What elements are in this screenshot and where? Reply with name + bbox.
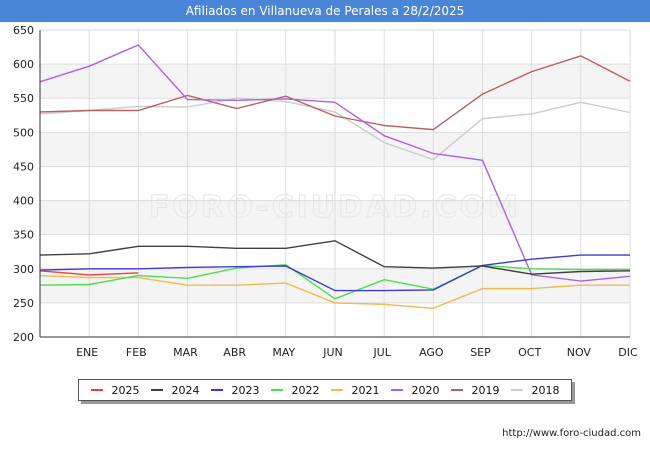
legend-item-2022: 2022	[270, 383, 320, 397]
y-tick-label: 500	[13, 126, 34, 139]
legend-swatch	[270, 389, 283, 391]
x-tick-label: OCT	[518, 346, 541, 359]
series-line-2021	[39, 274, 630, 310]
legend-item-2021: 2021	[330, 383, 380, 397]
legend-item-2025: 2025	[90, 383, 140, 397]
y-tick-label: 600	[13, 58, 34, 71]
legend-swatch	[150, 389, 163, 391]
y-tick-label: 550	[13, 92, 34, 105]
legend-item-2023: 2023	[210, 383, 260, 397]
series-line-2018	[39, 97, 631, 161]
source-url: http://www.foro-ciudad.com	[502, 428, 641, 439]
chart-title: Afiliados en Villanueva de Perales a 28/…	[0, 0, 650, 22]
legend-label: 2020	[411, 383, 440, 397]
legend-item-2018: 2018	[510, 383, 560, 397]
y-tick-label: 450	[13, 160, 34, 173]
y-tick-label: 350	[13, 229, 34, 242]
x-tick-label: ABR	[223, 346, 246, 359]
y-tick-label: 250	[13, 297, 34, 310]
x-tick-label: JUN	[322, 346, 343, 359]
x-tick-label: MAY	[272, 346, 295, 359]
y-tick-label: 650	[13, 24, 34, 37]
legend-item-2020: 2020	[390, 383, 440, 397]
legend-swatch	[90, 389, 103, 391]
x-tick-label: SEP	[470, 346, 491, 359]
x-tick-label: DIC	[618, 346, 638, 359]
legend-swatch	[210, 389, 223, 391]
legend-swatch	[510, 389, 523, 391]
x-tick-label: NOV	[567, 346, 592, 359]
legend-item-2024: 2024	[150, 383, 200, 397]
y-tick-label: 300	[13, 263, 34, 276]
y-tick-label: 400	[13, 195, 34, 208]
x-tick-label: FEB	[126, 346, 147, 359]
legend-label: 2024	[171, 383, 200, 397]
legend-label: 2022	[291, 383, 320, 397]
series-line-2023	[39, 254, 630, 292]
legend-label: 2018	[531, 383, 560, 397]
chart-legend: 2025 2024 2023 2022 2021 2020 2019 2018	[78, 379, 572, 401]
legend-item-2019: 2019	[450, 383, 500, 397]
legend-label: 2019	[471, 383, 500, 397]
series-line-2024	[39, 240, 631, 275]
x-tick-label: JUL	[372, 346, 391, 359]
legend-swatch	[450, 389, 463, 391]
watermark: FORO-CIUDAD.COM	[149, 190, 521, 225]
x-tick-label: AGO	[419, 346, 444, 359]
line-chart: FORO-CIUDAD.COM 200 250 300 350 400 450 500 550…	[13, 24, 638, 359]
x-tick-label: ENE	[76, 346, 98, 359]
legend-swatch	[330, 389, 343, 391]
series-line-2022	[39, 263, 630, 300]
series-line-2025	[39, 270, 139, 276]
y-tick-label: 200	[13, 331, 34, 344]
legend-swatch	[390, 389, 403, 391]
x-tick-label: MAR	[173, 346, 198, 359]
legend-label: 2025	[111, 383, 140, 397]
series-line-2019	[39, 55, 631, 131]
legend-label: 2021	[351, 383, 380, 397]
legend-label: 2023	[231, 383, 260, 397]
